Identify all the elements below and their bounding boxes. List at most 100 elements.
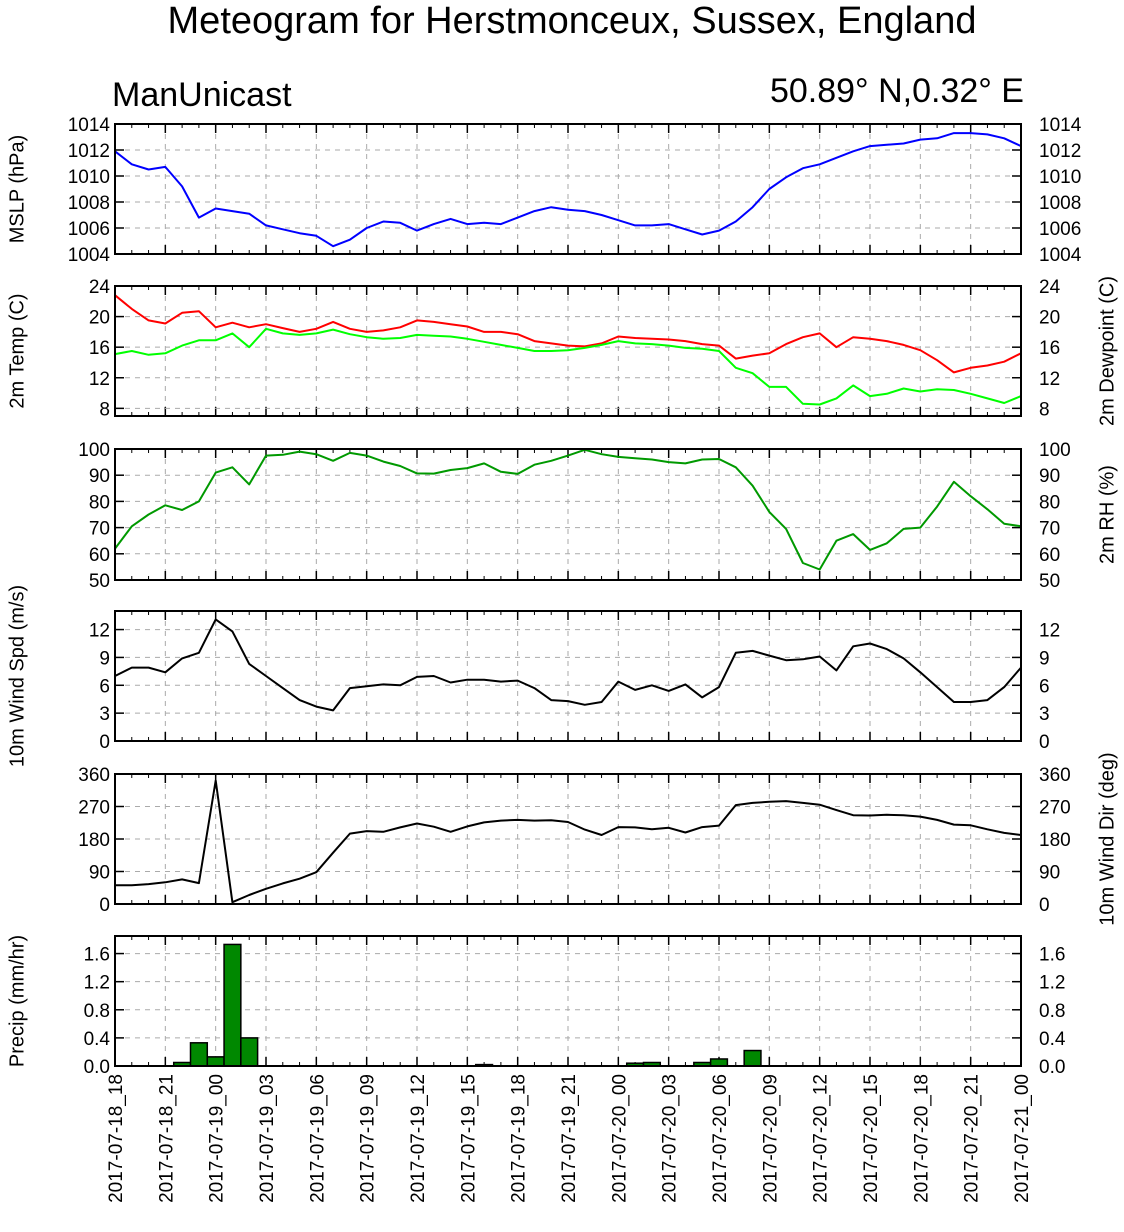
x-tick-label: 2017-07-19_00 [207,1074,228,1203]
y-tick-label-right: 0.0 [1039,1057,1065,1078]
y-tick-label-right: 3 [1039,704,1050,725]
y-tick-label-left: 70 [89,519,110,540]
model-name: ManUnicast [112,76,292,114]
y-tick-label-left: 90 [89,466,110,487]
y-tick-label-right: 0.4 [1039,1029,1066,1050]
x-tick-label: 2017-07-19_06 [307,1074,328,1203]
y-tick-label-right: 1012 [1039,141,1081,162]
y-tick-label-right: 1.2 [1039,973,1065,994]
y-tick-label-right: 24 [1039,277,1061,298]
series-line-wind-direction-0 [115,779,1022,904]
y-tick-label-left: 0 [99,895,110,916]
panel-wind-direction: 0 0 90 90 180 180 270 270 360 360 10m Wind Dir (de… [78,752,1118,925]
plot-frame [114,935,1022,1067]
x-tick-label: 2017-07-20_06 [710,1074,731,1203]
y-tick-label-right: 270 [1039,798,1071,819]
y-tick-label-left: 1008 [68,193,110,214]
y-tick-label-right: 8 [1039,399,1050,420]
y-tick-label-left: 60 [89,545,110,566]
precip-bar [206,1056,225,1067]
y-tick-label-right: 70 [1039,519,1060,540]
x-tick-label: 2017-07-19_18 [509,1074,530,1203]
y-tick-label-left: 1004 [68,245,111,266]
x-tick-label: 2017-07-20_09 [760,1074,781,1203]
y-tick-label-left: 0.4 [84,1029,111,1050]
y-tick-label-right: 90 [1039,466,1060,487]
series-line-mslp-0 [114,132,1022,248]
y-axis-label-right: 2m Dewpoint (C) [1096,276,1118,426]
x-tick-label: 2017-07-19_03 [257,1074,278,1203]
y-tick-label-right: 12 [1039,621,1060,642]
x-tick-label: 2017-07-20_21 [962,1074,983,1203]
series-line-rh-0 [114,448,1022,571]
y-tick-label-left: 1012 [68,141,110,162]
x-tick-label: 2017-07-19_09 [358,1074,379,1203]
series-line-temp-dewpoint-0 [114,294,1022,374]
y-tick-label-left: 0.0 [84,1057,110,1078]
y-tick-label-left: 6 [99,676,110,697]
x-tick-label: 2017-07-19_15 [458,1074,479,1203]
precip-bar [240,1037,259,1067]
y-tick-label-right: 50 [1039,571,1060,592]
plot-frame [114,610,1022,742]
y-tick-label-right: 1010 [1039,167,1081,188]
y-tick-label-left: 1010 [68,167,110,188]
y-tick-label-right: 16 [1039,338,1060,359]
y-tick-label-right: 100 [1039,440,1071,461]
x-tick-label: 2017-07-20_03 [660,1074,681,1203]
y-tick-label-left: 1006 [68,219,110,240]
x-tick-label: 2017-07-18_18 [106,1074,127,1203]
y-tick-label-left: 12 [89,369,110,390]
y-tick-label-right: 12 [1039,369,1060,390]
x-tick-label: 2017-07-21_00 [1012,1074,1033,1203]
y-axis-label-left: MSLP (hPa) [6,135,28,244]
y-axis-label-right: 2m RH (%) [1096,465,1118,564]
y-axis-label-left: Precip (mm/hr) [6,935,28,1067]
y-tick-label-left: 90 [89,863,110,884]
y-tick-label-right: 0.8 [1039,1001,1065,1022]
y-axis-label-left: 10m Wind Spd (m/s) [6,585,28,767]
x-tick-label: 2017-07-20_18 [911,1074,932,1203]
y-tick-label-right: 60 [1039,545,1060,566]
y-tick-label-right: 1004 [1039,245,1082,266]
y-tick-label-right: 9 [1039,648,1050,669]
plot-frame [114,448,1022,581]
y-tick-label-left: 12 [89,621,110,642]
y-tick-label-left: 0.8 [84,1001,110,1022]
y-tick-label-right: 1.6 [1039,945,1065,966]
chart-title: Meteogram for Herstmonceux, Sussex, Engl… [167,0,977,42]
y-tick-label-right: 20 [1039,308,1060,329]
y-tick-label-left: 180 [78,830,110,851]
precip-bar [709,1058,729,1067]
y-tick-label-left: 1.2 [84,973,110,994]
plot-frame [114,773,1022,905]
y-tick-label-left: 16 [89,338,110,359]
x-tick-label: 2017-07-19_12 [408,1074,429,1203]
panel-mslp: 1004 1004 1006 1006 1008 1008 1010 1010 1012 1012… [6,115,1081,266]
y-axis-label-left: 2m Temp (C) [6,293,28,408]
x-tick-label: 2017-07-19_21 [559,1074,580,1203]
precip-bar [189,1042,209,1067]
series-line-temp-dewpoint-1 [114,327,1022,406]
panel-temp-dewpoint: 8 8 12 12 16 16 20 20 24 24 2m Temp (C) 2m Dewpoint… [6,276,1118,426]
plot-frame [114,123,1022,255]
plot-frame [114,285,1022,417]
y-tick-label-left: 20 [89,308,110,329]
x-tick-label: 2017-07-20_15 [861,1074,882,1203]
y-tick-label-left: 360 [78,765,110,786]
y-tick-label-right: 0 [1039,732,1050,753]
y-tick-label-right: 1014 [1039,115,1082,136]
y-tick-label-left: 8 [99,399,110,420]
y-tick-label-left: 80 [89,492,110,513]
panel-precip: 0.0 0.0 0.4 0.4 0.8 0.8 1.2 1.2 1.6 1.6 Precip (mm… [6,935,1066,1078]
y-tick-label-left: 1014 [68,115,111,136]
x-axis-labels: 2017-07-18_18 2017-07-18_21 2017-07-19_00 2… [106,1074,1033,1203]
y-axis-label-right: 10m Wind Dir (deg) [1096,752,1118,925]
x-tick-label: 2017-07-20_00 [609,1074,630,1203]
x-tick-label: 2017-07-20_12 [811,1074,832,1203]
y-tick-label-left: 50 [89,571,110,592]
y-tick-label-left: 24 [89,277,111,298]
y-tick-label-left: 0 [99,732,110,753]
y-tick-label-left: 3 [99,704,110,725]
y-tick-label-right: 6 [1039,676,1050,697]
